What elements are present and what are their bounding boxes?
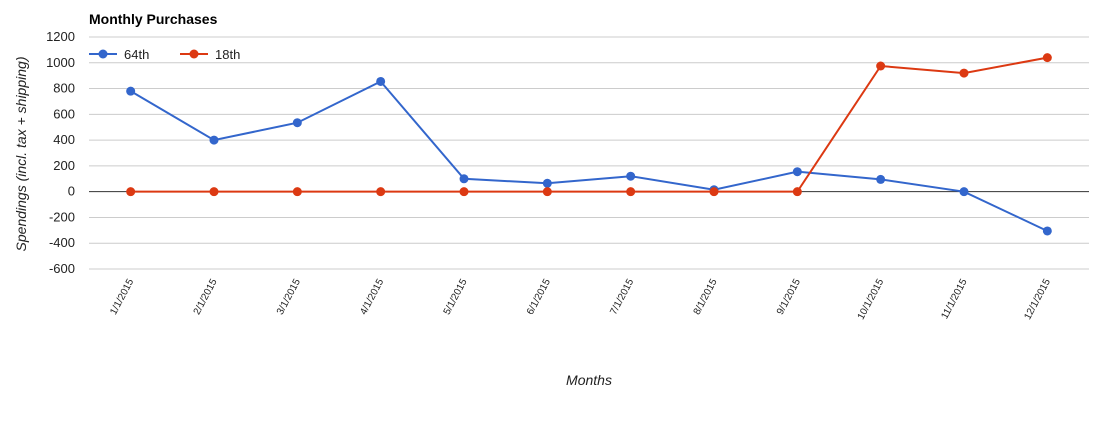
- data-point: [542, 178, 552, 188]
- data-point: [459, 174, 469, 184]
- x-axis-title: Months: [566, 372, 612, 388]
- y-tick-label: -400: [49, 235, 75, 250]
- y-tick-label: 1200: [46, 29, 75, 44]
- legend-swatch-marker: [189, 49, 199, 59]
- series-64th: [126, 76, 1052, 236]
- series-lines: [126, 53, 1052, 236]
- x-tick-label: 5/1/2015: [442, 277, 470, 317]
- y-tick-label: 1000: [46, 55, 75, 70]
- data-point: [376, 76, 386, 86]
- x-tick-label: 3/1/2015: [275, 277, 303, 317]
- y-axis-title: Spendings (incl. tax + shipping): [13, 57, 29, 252]
- data-point: [709, 187, 719, 197]
- x-tick-label: 1/1/2015: [108, 277, 136, 317]
- y-tick-label: -200: [49, 209, 75, 224]
- data-point: [376, 187, 386, 197]
- legend-item-64th: 64th: [89, 47, 149, 62]
- legend-swatch-marker: [98, 49, 108, 59]
- x-tick-label: 11/1/2015: [939, 277, 969, 321]
- y-tick-label: 800: [53, 81, 75, 96]
- data-point: [209, 135, 219, 145]
- y-tick-label: 200: [53, 158, 75, 173]
- x-tick-label: 9/1/2015: [775, 277, 803, 317]
- data-point: [209, 187, 219, 197]
- y-axis-ticks: 1200 1000 800 600 400 200 0 -200 -400 -600: [46, 29, 75, 276]
- chart-title: Monthly Purchases: [89, 11, 218, 27]
- x-tick-label: 4/1/2015: [358, 277, 386, 317]
- data-point: [542, 187, 552, 197]
- gridlines: [89, 36, 1089, 270]
- x-tick-label: 8/1/2015: [692, 277, 720, 317]
- legend-label: 64th: [124, 47, 149, 62]
- y-tick-label: -600: [49, 261, 75, 276]
- data-point: [626, 187, 636, 197]
- y-tick-label: 400: [53, 132, 75, 147]
- data-point: [1042, 53, 1052, 63]
- data-point: [959, 187, 969, 197]
- data-point: [126, 86, 136, 96]
- data-point: [792, 167, 802, 177]
- data-point: [292, 118, 302, 128]
- x-tick-label: 12/1/2015: [1022, 277, 1053, 322]
- data-point: [292, 187, 302, 197]
- series-line: [130, 80, 1048, 232]
- x-tick-label: 2/1/2015: [192, 277, 220, 317]
- data-point: [126, 187, 136, 197]
- data-point: [459, 187, 469, 197]
- y-tick-label: 600: [53, 106, 75, 121]
- data-point: [1042, 226, 1052, 236]
- legend-label: 18th: [215, 47, 240, 62]
- data-point: [626, 171, 636, 181]
- x-tick-label: 7/1/2015: [608, 277, 636, 317]
- data-point: [792, 187, 802, 197]
- x-axis-ticks: 1/1/2015 2/1/2015 3/1/2015 4/1/2015 5/1/2015…: [108, 277, 1053, 322]
- x-tick-label: 10/1/2015: [856, 277, 887, 322]
- series-18th: [126, 53, 1052, 197]
- legend: 64th 18th: [89, 47, 240, 62]
- data-point: [876, 174, 886, 184]
- y-tick-label: 0: [68, 184, 75, 199]
- series-line: [130, 56, 1048, 193]
- legend-item-18th: 18th: [180, 47, 240, 62]
- x-tick-label: 6/1/2015: [525, 277, 553, 317]
- data-point: [959, 68, 969, 78]
- data-point: [876, 61, 886, 71]
